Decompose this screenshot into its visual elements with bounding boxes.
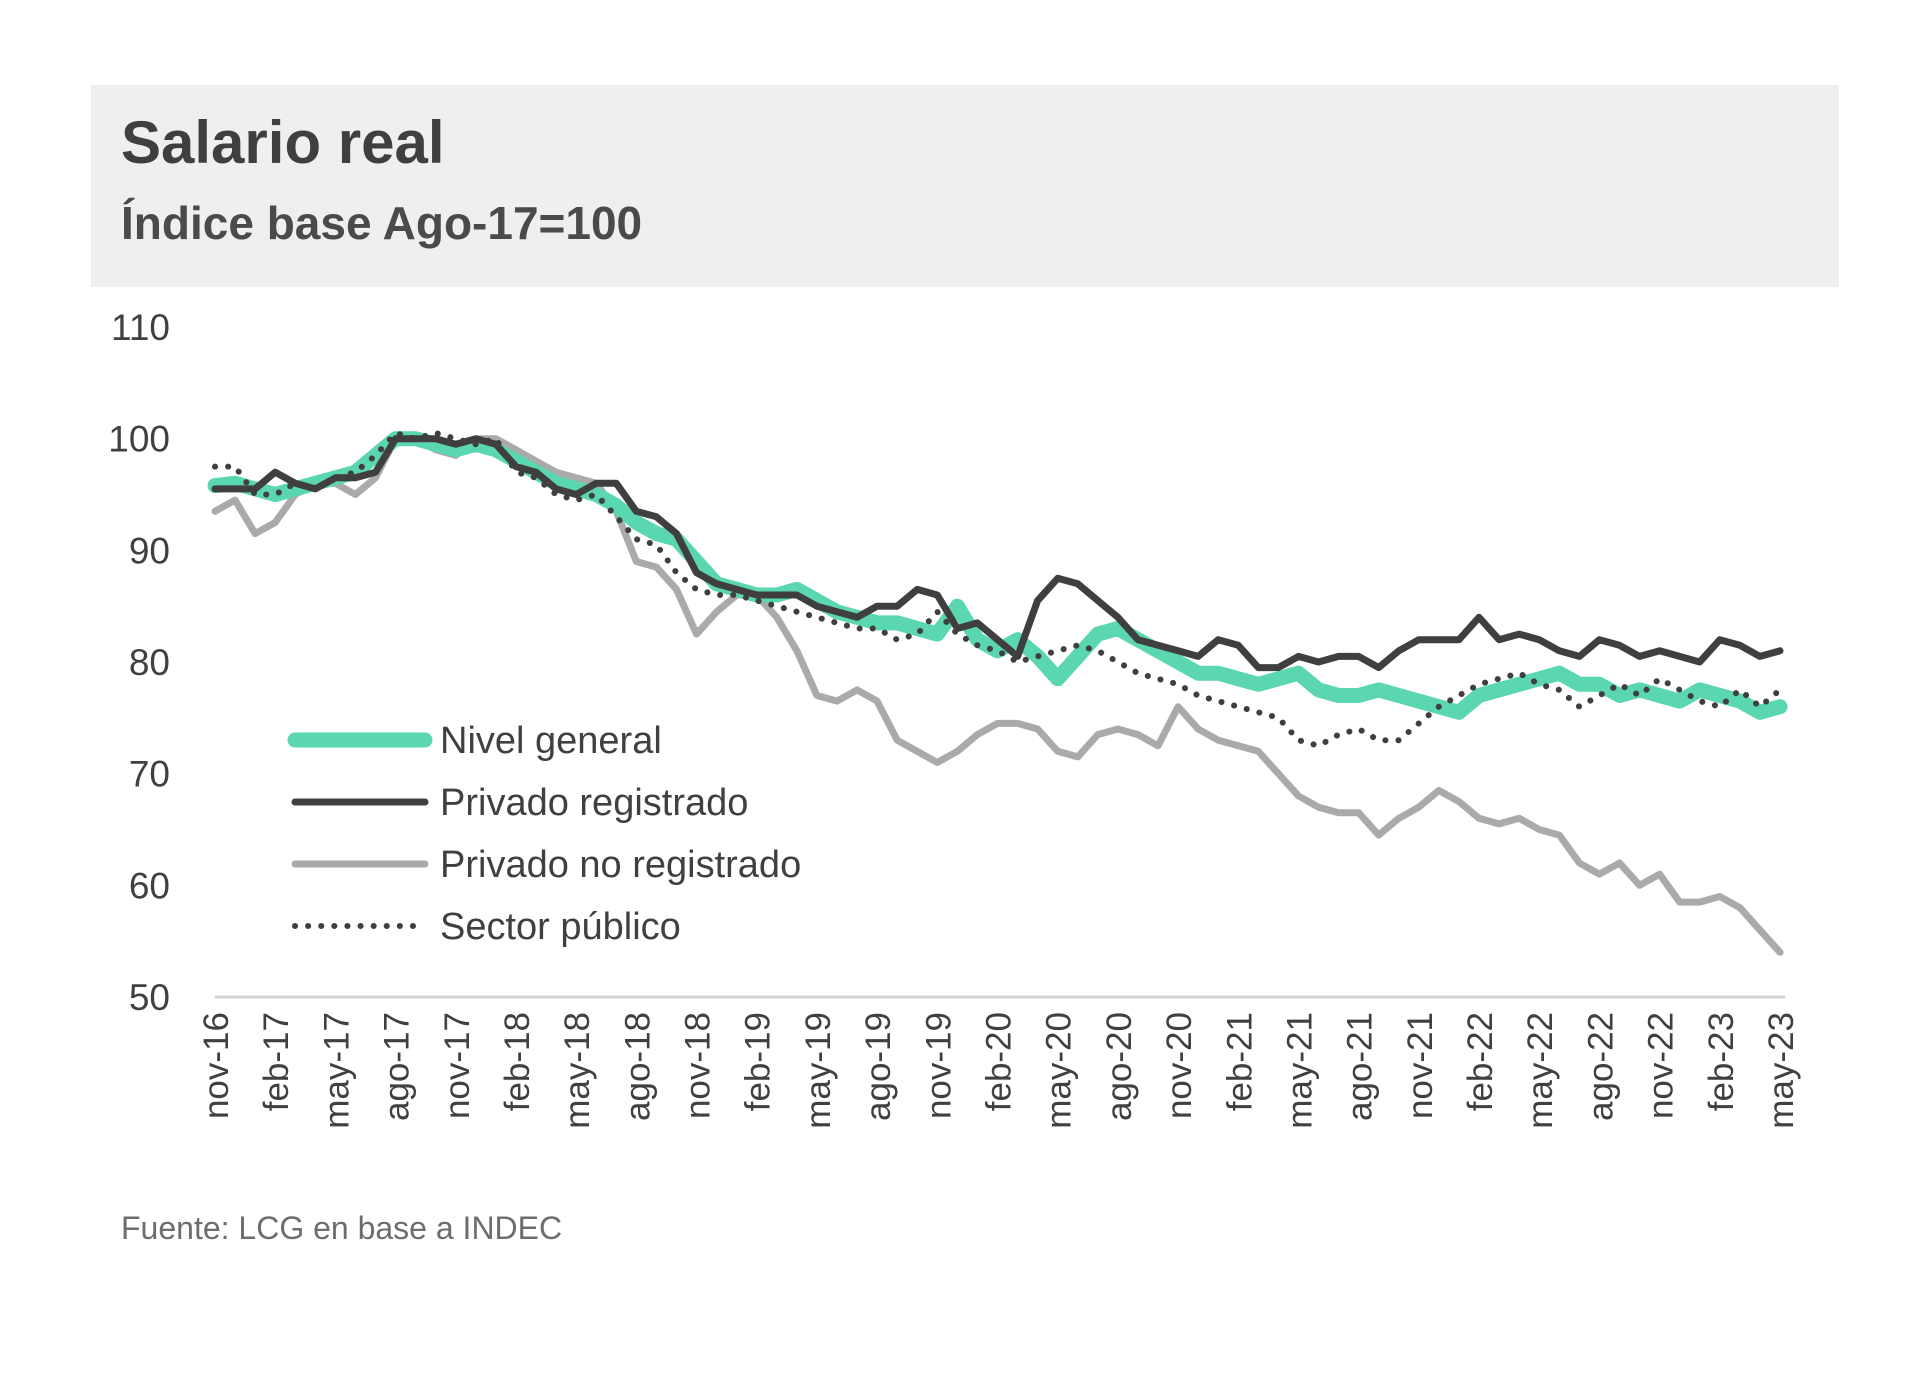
x-tick-label: ago-22 <box>1581 1012 1620 1121</box>
x-tick-label: ago-21 <box>1341 1012 1380 1121</box>
legend: Nivel general Privado registrado Privado n… <box>287 720 801 948</box>
series-line-nivel-general <box>207 431 1788 720</box>
title-box <box>91 85 1839 287</box>
source-note: Fuente: LCG en base a INDEC <box>121 1210 563 1246</box>
x-tick-label: ago-20 <box>1100 1012 1139 1121</box>
x-tick-label: may-22 <box>1521 1012 1560 1129</box>
x-tick-label: feb-19 <box>739 1012 778 1111</box>
y-tick-label: 100 <box>108 419 170 460</box>
legend-label-sector-publico: Sector público <box>440 906 681 948</box>
x-tick-label: nov-19 <box>919 1012 958 1119</box>
x-tick-label: may-23 <box>1762 1012 1801 1129</box>
x-tick-label: may-17 <box>317 1012 356 1129</box>
x-tick-label: feb-22 <box>1461 1012 1500 1111</box>
legend-label-privado-registrado: Privado registrado <box>440 782 748 824</box>
x-tick-label: feb-17 <box>257 1012 296 1111</box>
series-group <box>207 430 1788 956</box>
x-tick-label: feb-21 <box>1220 1012 1259 1111</box>
x-tick-label: may-18 <box>558 1012 597 1129</box>
legend-label-privado-no-registrado: Privado no registrado <box>440 844 801 886</box>
x-tick-label: nov-20 <box>1160 1012 1199 1119</box>
x-tick-label: nov-17 <box>438 1012 477 1119</box>
x-tick-label: nov-21 <box>1401 1012 1440 1119</box>
y-tick-label: 90 <box>129 530 170 571</box>
legend-label-nivel-general: Nivel general <box>440 720 662 762</box>
chart-subtitle: Índice base Ago-17=100 <box>121 197 643 249</box>
y-tick-label: 50 <box>129 977 170 1018</box>
y-tick-label: 70 <box>129 754 170 795</box>
chart-title: Salario real <box>121 109 445 176</box>
x-tick-label: feb-20 <box>980 1012 1019 1111</box>
x-tick-label: may-19 <box>799 1012 838 1129</box>
y-axis: 110 100 90 80 70 60 50 <box>108 307 170 1018</box>
y-tick-label: 60 <box>129 865 170 906</box>
x-tick-label: ago-18 <box>618 1012 657 1121</box>
x-tick-label: nov-18 <box>679 1012 718 1119</box>
series-line-sector-publico <box>212 430 1783 749</box>
y-tick-label: 110 <box>111 307 170 348</box>
x-tick-label: may-20 <box>1040 1012 1079 1129</box>
x-tick-label: ago-19 <box>859 1012 898 1121</box>
y-tick-label: 80 <box>129 642 170 683</box>
x-tick-label: nov-22 <box>1642 1012 1681 1119</box>
x-tick-label: may-21 <box>1280 1012 1319 1129</box>
x-tick-label: nov-16 <box>197 1012 236 1119</box>
x-tick-label: feb-18 <box>498 1012 537 1111</box>
x-tick-label: feb-23 <box>1702 1012 1741 1111</box>
x-axis: nov-16 feb-17 may-17 ago-17 nov-17 feb-18 may-… <box>197 1012 1801 1129</box>
x-tick-label: ago-17 <box>378 1012 417 1121</box>
series-line-privado-registrado <box>211 435 1784 672</box>
